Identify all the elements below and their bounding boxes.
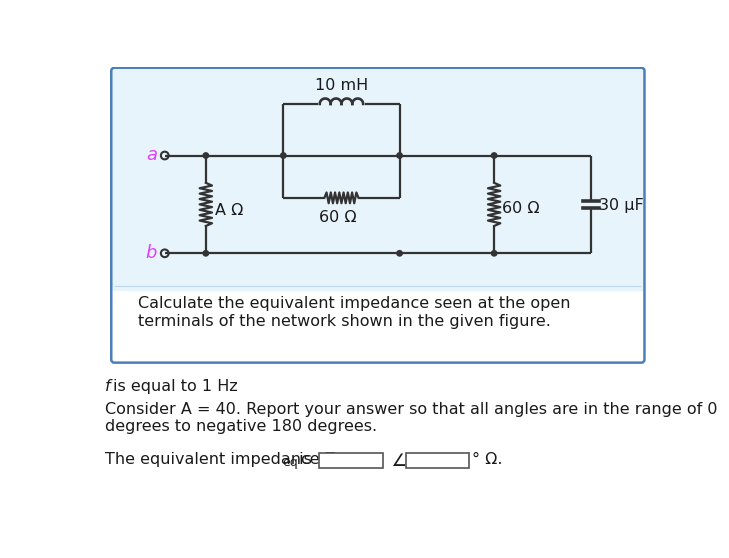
Text: The equivalent impedance Z: The equivalent impedance Z [105, 452, 336, 467]
Text: f: f [105, 379, 111, 394]
Circle shape [281, 153, 286, 158]
Text: b: b [146, 243, 157, 262]
Bar [319, 453, 383, 468]
Text: 10 mH: 10 mH [315, 78, 368, 93]
Text: ∠: ∠ [386, 452, 408, 470]
Text: is equal to 1 Hz: is equal to 1 Hz [113, 379, 238, 394]
Circle shape [203, 153, 208, 158]
Bar [406, 453, 469, 468]
Circle shape [397, 153, 402, 158]
Text: Calculate the equivalent impedance seen at the open
terminals of the network sho: Calculate the equivalent impedance seen … [138, 296, 570, 329]
Text: eq: eq [283, 456, 298, 469]
Text: 60 Ω: 60 Ω [319, 210, 356, 225]
Circle shape [397, 251, 402, 256]
Text: Consider A = 40. Report your answer so that all angles are in the range of 0
deg: Consider A = 40. Report your answer so t… [105, 402, 717, 434]
Text: A Ω: A Ω [215, 203, 243, 218]
Text: ° Ω.: ° Ω. [472, 452, 503, 467]
Circle shape [491, 153, 497, 158]
Text: is: is [295, 452, 312, 467]
Text: 60 Ω: 60 Ω [502, 201, 539, 216]
Circle shape [203, 251, 208, 256]
Text: 30 μF: 30 μF [599, 199, 644, 214]
Circle shape [491, 251, 497, 256]
Text: a: a [146, 146, 157, 163]
FancyBboxPatch shape [112, 68, 644, 291]
